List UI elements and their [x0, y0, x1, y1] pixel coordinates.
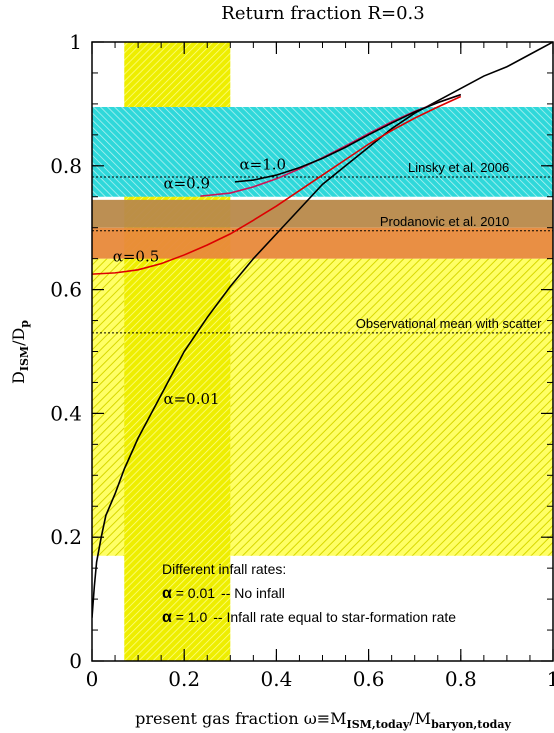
cyan-band [92, 106, 553, 197]
x-tick-label: 0.8 [445, 667, 477, 691]
legend-item-symbol: α [162, 585, 172, 602]
y-tick-label: 0.2 [50, 525, 82, 549]
y-tick-label: 0.4 [50, 401, 82, 425]
series-label-1: α=0.5 [113, 248, 160, 266]
legend-item: α = 0.01 -- No infall [162, 585, 285, 602]
series-label-2: α=0.9 [163, 175, 210, 193]
x-axis-label: present gas fraction ω≡MISM,today/Mbaryo… [135, 709, 511, 731]
legend: Different infall rates: α = 0.01 -- No in… [162, 561, 456, 626]
ticks-layer: 0 0.2 0.4 0.6 0.8 1 0 0.2 0.4 0.6 0.8 1 [50, 30, 554, 691]
y-tick-label: 0 [69, 649, 82, 673]
reference-lines-layer: Linsky et al. 2006 Prodanovic et al. 2010… [92, 160, 553, 334]
x-axis-label-sub2: baryon,today [431, 718, 511, 731]
prodanovic-line-label: Prodanovic et al. 2010 [380, 214, 509, 229]
x-axis-label-main: present gas fraction ω≡M [135, 709, 346, 728]
mean-line-label: Observational mean with scatter [356, 316, 542, 331]
y-axis-label: DISM/Dp [9, 320, 31, 384]
series-label-0: α=0.01 [163, 390, 219, 408]
bands-layer [92, 42, 553, 661]
legend-title: Different infall rates: [162, 561, 286, 577]
orange-band [92, 227, 553, 259]
y-tick-label: 0.6 [50, 278, 82, 302]
series-line-0 [92, 42, 553, 618]
chart-title: Return fraction R=0.3 [221, 3, 424, 24]
y-tick-label: 0.8 [50, 154, 82, 178]
x-tick-label: 0.4 [260, 667, 292, 691]
legend-item-symbol: α [162, 609, 172, 626]
legend-item: α = 1.0 -- Infall rate equal to star-form… [162, 609, 456, 626]
y-axis-label-slash: /D [9, 328, 28, 346]
y-axis-label-main: D [9, 371, 28, 384]
x-axis-label-sub1: ISM,today [347, 718, 410, 731]
linsky-line-label: Linsky et al. 2006 [408, 160, 509, 175]
series-line-3 [234, 93, 462, 183]
series-label-3: α=1.0 [240, 156, 287, 174]
series-layer [92, 42, 553, 618]
y-axis-label-sub1: ISM [18, 346, 31, 371]
series-line-1 [92, 95, 462, 275]
legend-item-value: = 0.01 [172, 585, 215, 601]
legend-item-desc: -- Infall rate equal to star-formation r… [213, 609, 456, 625]
y-axis-label-sub2: p [18, 320, 31, 328]
x-axis-label-slash: /M [409, 709, 431, 728]
legend-item-desc: -- No infall [221, 585, 285, 601]
series-labels-layer: α=0.01 α=0.5 α=0.9 α=1.0 [113, 156, 286, 409]
x-tick-label: 0.6 [353, 667, 385, 691]
x-tick-label: 1 [547, 667, 554, 691]
y-tick-label: 1 [69, 30, 82, 54]
x-tick-label: 0.2 [168, 667, 200, 691]
brown-band [92, 199, 553, 228]
legend-item-value: = 1.0 [172, 609, 208, 625]
x-tick-label: 0 [86, 667, 99, 691]
